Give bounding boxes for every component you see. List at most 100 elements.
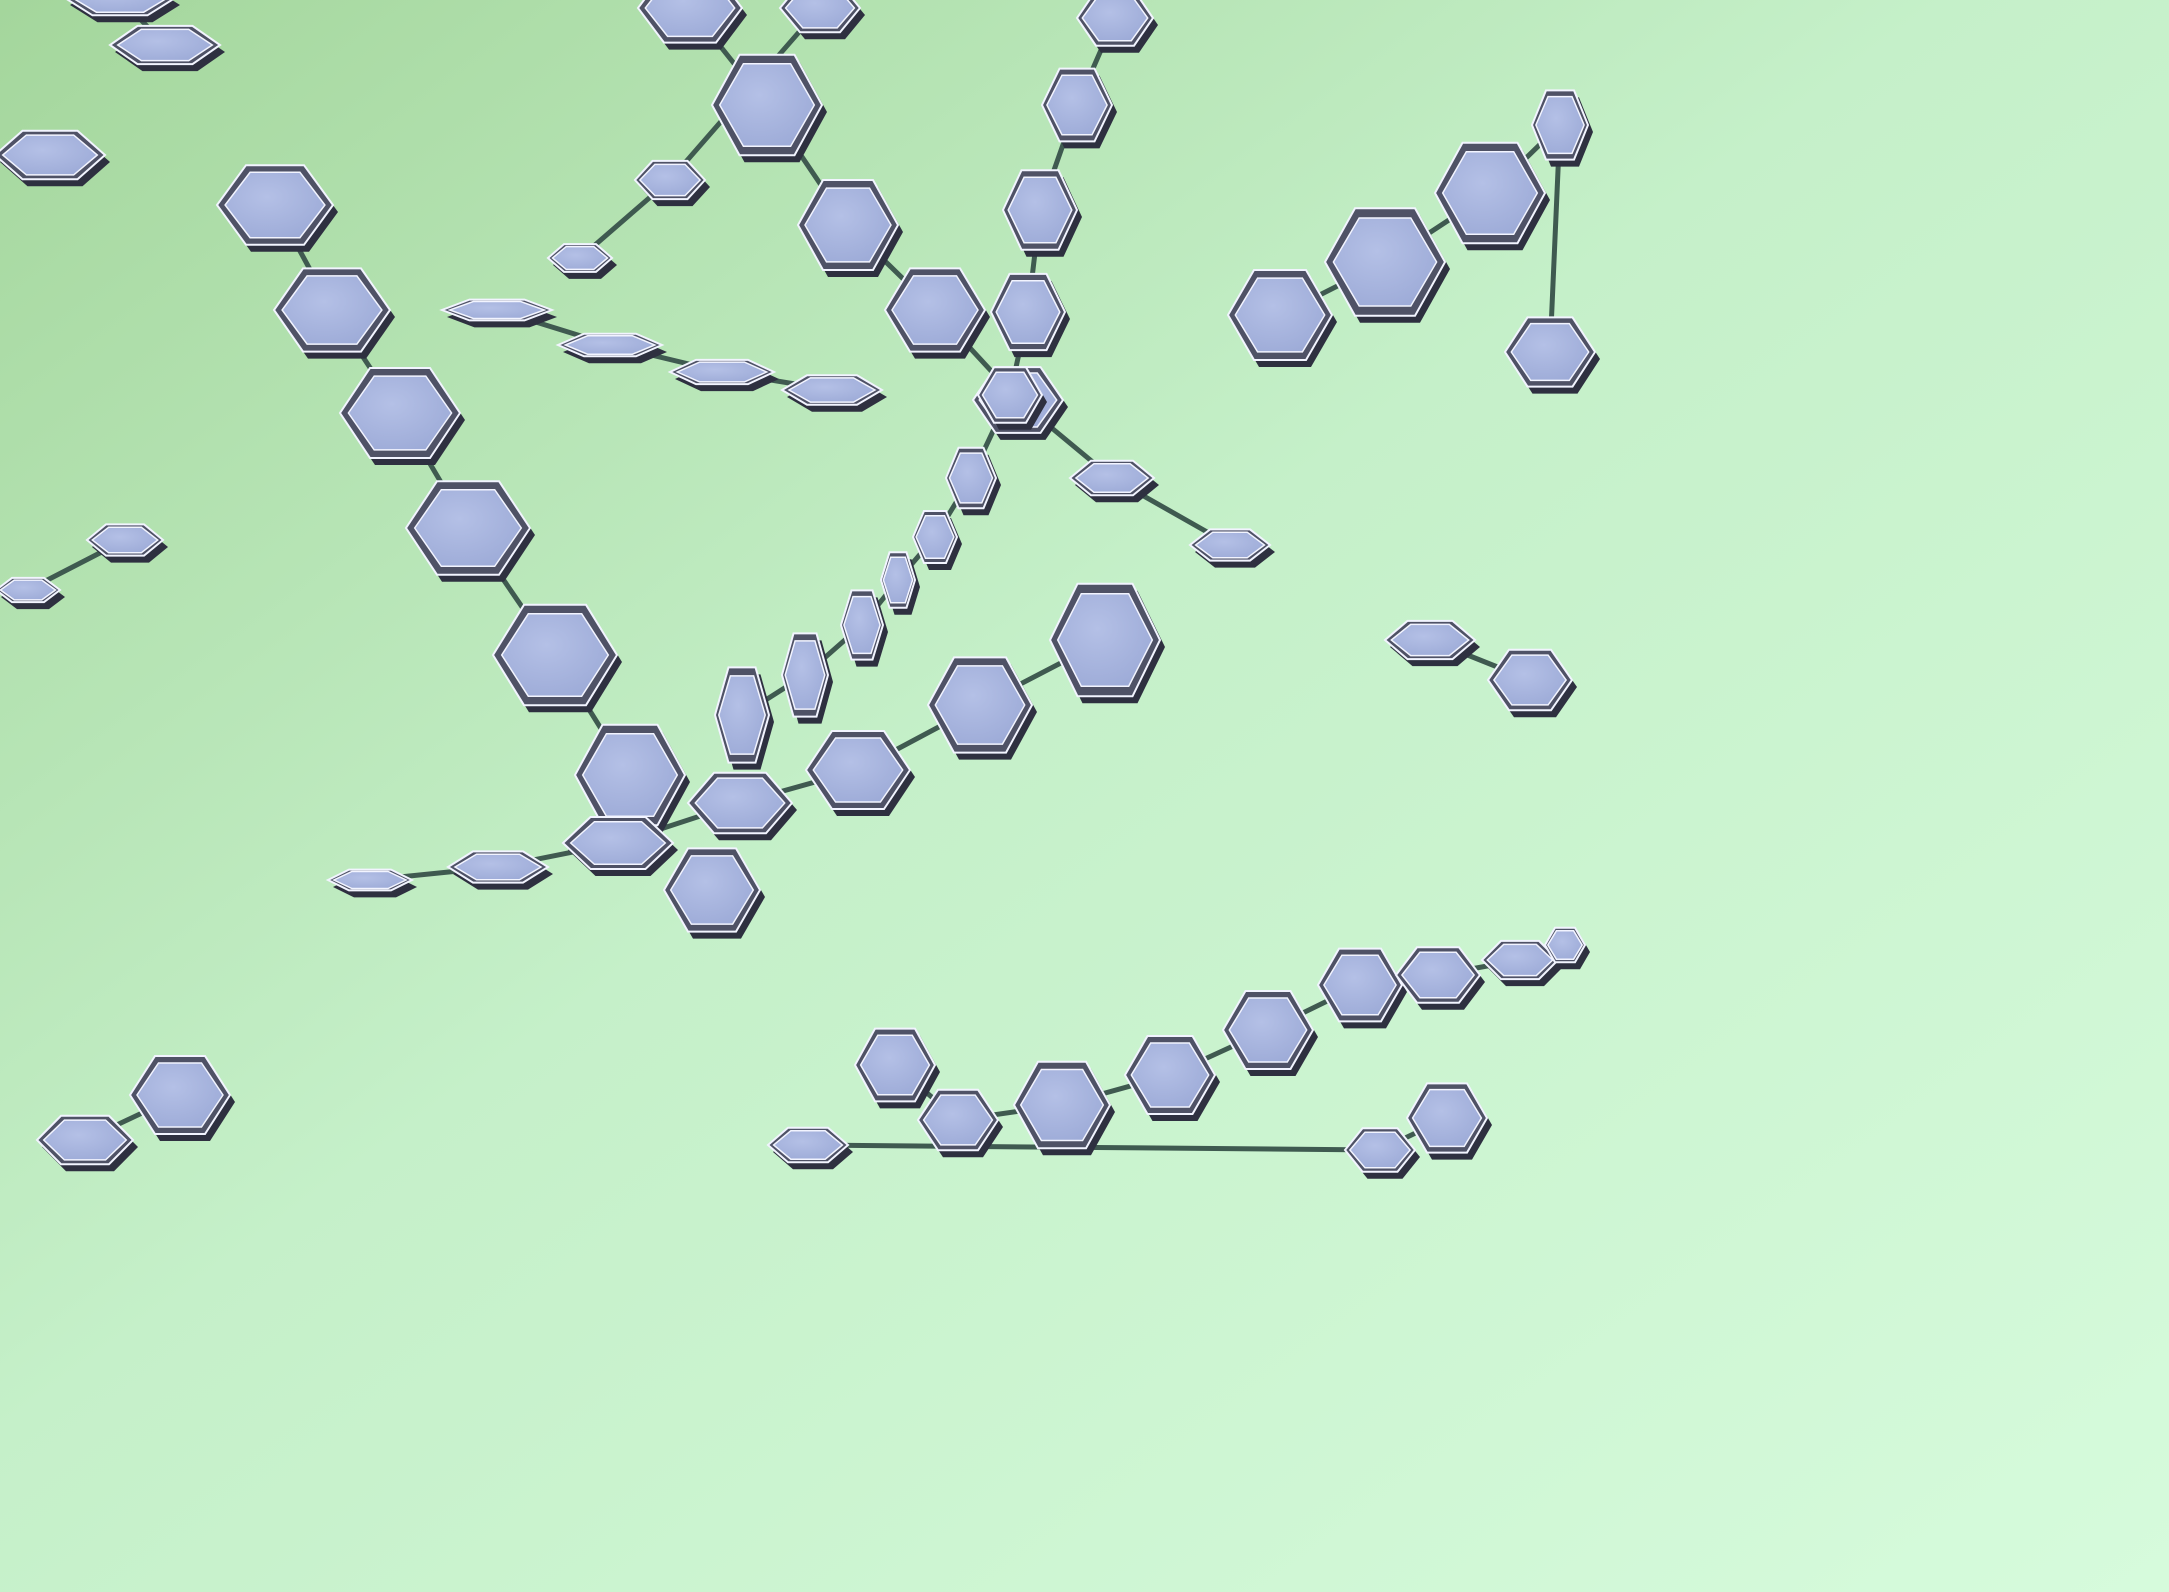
hexagon-ring	[1001, 169, 1082, 257]
hexagon-ring	[804, 730, 915, 816]
hexagon-ring	[1433, 141, 1550, 251]
hexagon-face	[843, 595, 881, 655]
hexagon-face	[136, 1062, 224, 1128]
hexagon-ring	[916, 1088, 1003, 1158]
hexagon-face	[638, 163, 702, 197]
hexagon-face	[812, 737, 904, 803]
hexagon-face	[981, 371, 1039, 419]
hexagon-face	[224, 171, 326, 239]
hexagon-ring	[108, 24, 225, 72]
hexagon-face	[1019, 1068, 1105, 1142]
hexagon-ring	[1394, 946, 1485, 1010]
hexagon-face	[934, 665, 1026, 745]
hexagon-ring	[1480, 939, 1563, 987]
hexagon-face	[1234, 277, 1326, 353]
hexagon-face	[74, 0, 166, 13]
hexagon-ring	[1040, 67, 1117, 149]
hexagon-face	[644, 0, 736, 38]
hexagon-face	[915, 514, 955, 560]
hexagon-ring	[215, 164, 338, 252]
hexagon-rings	[0, 0, 1600, 1179]
hexagon-face	[859, 1034, 931, 1096]
hexagon-face	[1441, 151, 1539, 235]
hexagon-face	[891, 275, 979, 345]
hexagon-face	[0, 579, 57, 601]
hexagon-face	[1056, 593, 1154, 687]
hexagon-face	[1510, 322, 1590, 382]
hexagon-face	[772, 1130, 844, 1160]
hexagon-ring	[686, 771, 797, 841]
hexagon-face	[882, 556, 914, 604]
hexagon-ring	[926, 656, 1037, 760]
hexagon-ring	[667, 358, 779, 392]
hexagon-face	[787, 377, 877, 403]
hexagon-ring	[780, 374, 887, 412]
hexagon-ring	[883, 267, 990, 359]
hexagon-face	[1411, 1088, 1483, 1148]
hexagon-face	[669, 855, 755, 925]
hexagon-ring	[1075, 0, 1158, 53]
hexagon-face	[1535, 95, 1585, 155]
hexagon-ring	[713, 666, 774, 770]
hexagon-face	[569, 820, 667, 866]
hexagon-ring	[944, 446, 1001, 516]
hexagon-ring	[0, 576, 65, 610]
hexagon-ring	[879, 551, 920, 615]
hexagon-face	[1194, 531, 1266, 559]
hexagon-face	[1, 134, 99, 176]
hexagon-ring	[853, 1027, 940, 1109]
hexagon-face	[453, 853, 543, 881]
hexagon-ring	[446, 850, 553, 890]
hexagon-ring	[1226, 269, 1337, 367]
hexagon-face	[694, 777, 786, 829]
hexagon-ring	[1530, 89, 1593, 167]
hexagon-ring	[839, 589, 888, 667]
hexagon-face	[1332, 217, 1438, 307]
hexagon-ring	[662, 847, 765, 939]
hexagon-face	[563, 335, 657, 355]
hexagon-face	[1390, 623, 1470, 657]
hexagon-ring	[1012, 1060, 1115, 1156]
hexagon-face	[116, 28, 214, 62]
hexagon-ring	[1383, 619, 1480, 667]
hexagon-ring	[1221, 990, 1318, 1076]
hexagon-face	[1492, 654, 1568, 706]
hexagon-ring	[1316, 947, 1407, 1029]
hexagon-face	[42, 1119, 128, 1161]
hexagon-face	[1074, 463, 1150, 493]
hexagon-face	[1130, 1042, 1210, 1108]
hexagon-ring	[1405, 1082, 1492, 1160]
hexagon-face	[1348, 1131, 1412, 1169]
hexagon-face	[347, 375, 453, 451]
hexagon-face	[1081, 0, 1149, 42]
hexagon-ring	[1343, 1127, 1420, 1179]
hexagon-face	[1546, 930, 1584, 960]
hexagon-ring	[338, 367, 465, 465]
hexagon-ring	[710, 53, 827, 163]
hexagon-face	[1323, 954, 1397, 1016]
hexagon-ring	[573, 723, 690, 833]
hexagon-face	[581, 733, 679, 817]
hexagon-ring	[1543, 926, 1590, 970]
hexagon-ring	[561, 816, 678, 876]
hexagon-ring	[546, 243, 617, 279]
hexagon-face	[91, 526, 159, 554]
hexagon-ring	[325, 868, 417, 898]
hexagon-ring	[989, 272, 1070, 358]
hexagon-face	[281, 275, 383, 345]
hexagon-ring	[1503, 316, 1600, 394]
hexagon-ring	[0, 129, 110, 187]
hexagon-face	[922, 1094, 994, 1146]
hexagon-face	[784, 0, 856, 29]
hexagon-face	[718, 675, 766, 755]
hexagon-face	[1400, 951, 1476, 999]
hexagon-face	[1007, 176, 1073, 244]
hexagon-ring	[778, 0, 865, 40]
hexagon-ring	[404, 480, 535, 582]
hexagon-face	[995, 280, 1061, 344]
hexagon-ring	[66, 0, 180, 23]
hexagon-face	[447, 300, 547, 320]
